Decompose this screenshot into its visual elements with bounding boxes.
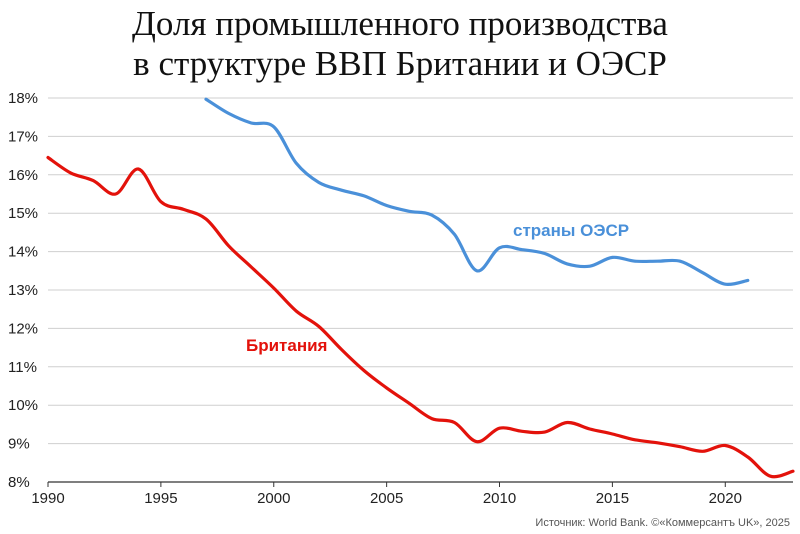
- series-label-oecd: страны ОЭСР: [513, 221, 629, 240]
- x-tick-label: 2020: [709, 490, 742, 507]
- y-tick-label: 10%: [8, 397, 38, 414]
- axes: 8% 9% 10% 11% 12% 13% 14% 15% 16% 17% 18% 1990 1995 2…: [8, 90, 793, 507]
- y-tick-label: 9%: [8, 436, 30, 453]
- series-line-oecd: [204, 97, 750, 287]
- y-tick-label: 13%: [8, 282, 38, 299]
- x-tick-label: 2010: [483, 490, 516, 507]
- chart-title: Доля промышленного производства в структ…: [0, 4, 800, 84]
- series-line-uk: [46, 155, 795, 479]
- x-tick-label: 1990: [31, 490, 64, 507]
- y-tick-label: 16%: [8, 167, 38, 184]
- y-tick-label: 11%: [8, 359, 37, 376]
- x-tick-label: 2005: [370, 490, 403, 507]
- chart-title-line-1: Доля промышленного производства: [132, 4, 668, 43]
- x-tick-label: 1995: [144, 490, 177, 507]
- y-tick-label: 14%: [8, 244, 38, 261]
- x-tick-label: 2015: [596, 490, 629, 507]
- y-tick-label: 17%: [8, 128, 38, 145]
- y-tick-label: 18%: [8, 90, 38, 107]
- x-tick-label: 2000: [257, 490, 290, 507]
- series-labels: Британия страны ОЭСР: [246, 221, 629, 355]
- y-tick-label: 15%: [8, 205, 38, 222]
- series-lines: [46, 97, 795, 479]
- y-tick-label: 12%: [8, 320, 38, 337]
- source-note: Источник: World Bank. ©«Коммерсантъ UK»,…: [535, 517, 790, 529]
- chart-title-line-2: в структуре ВВП Британии и ОЭСР: [133, 44, 667, 83]
- series-label-uk: Британия: [246, 336, 327, 355]
- y-tick-label: 8%: [8, 474, 30, 491]
- gridlines: [48, 97, 793, 445]
